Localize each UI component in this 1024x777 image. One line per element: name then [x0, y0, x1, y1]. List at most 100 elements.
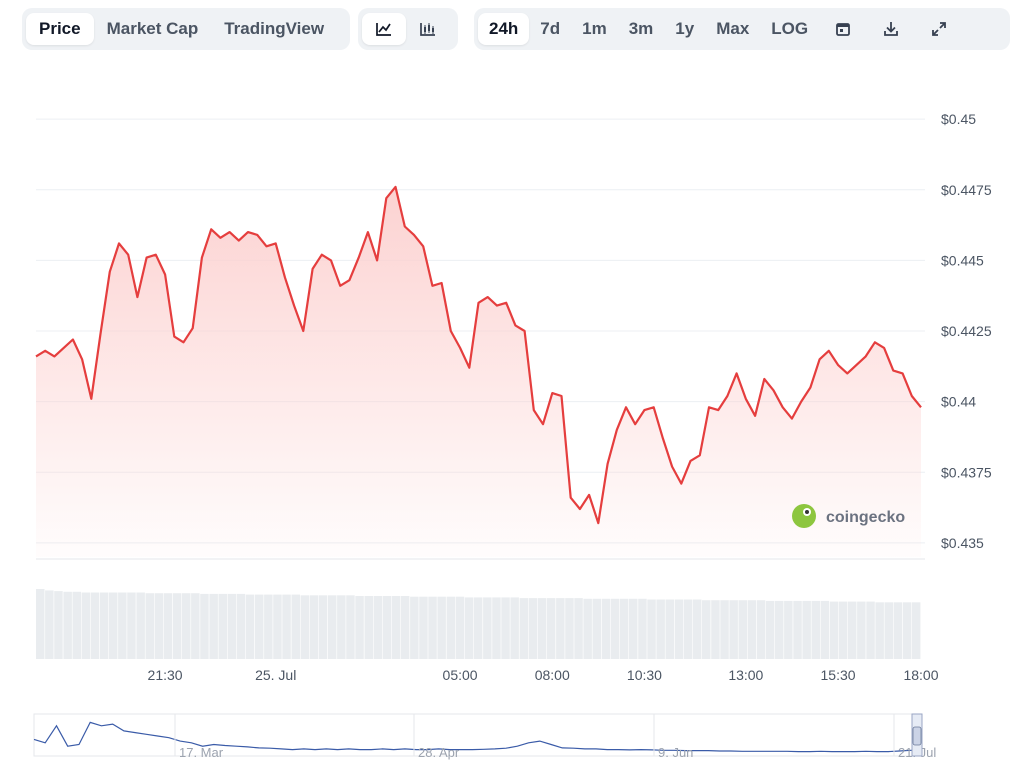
range-1m[interactable]: 1m	[582, 19, 607, 38]
price-area	[36, 186, 921, 557]
volume-bar	[373, 596, 383, 659]
volume-bar	[273, 594, 282, 659]
download-icon	[884, 22, 899, 36]
calendar-button[interactable]	[819, 13, 867, 45]
x-tick-label: 13:00	[728, 667, 763, 683]
volume-bar	[264, 594, 273, 659]
volume-bar	[145, 593, 154, 659]
volume-bar	[647, 599, 656, 659]
volume-bar	[720, 600, 729, 659]
volume-bar	[556, 598, 565, 659]
chart-type-switcher	[358, 8, 458, 50]
volume-bar	[136, 592, 145, 659]
volume-bar	[63, 591, 72, 659]
volume-bar	[911, 602, 921, 659]
volume-bar	[501, 597, 510, 659]
expand-icon	[932, 22, 947, 36]
calendar-icon	[836, 23, 851, 36]
volume-bar	[227, 593, 237, 659]
y-tick-label: $0.44	[941, 394, 976, 410]
volume-bar	[255, 594, 264, 659]
volume-bar	[838, 601, 848, 659]
range-24h[interactable]: 24h	[478, 13, 530, 45]
range-log[interactable]: LOG	[771, 19, 809, 38]
gecko-logo-icon	[792, 504, 816, 528]
expand-button[interactable]	[915, 13, 963, 45]
volume-bar	[72, 591, 81, 659]
volume-bar	[519, 598, 529, 659]
volume-bar	[546, 598, 556, 659]
candlestick-chart-icon	[420, 23, 435, 36]
coingecko-watermark: coingecko	[792, 504, 905, 528]
volume-bar	[592, 598, 601, 659]
volume-bar	[483, 597, 492, 659]
volume-bar	[90, 592, 100, 659]
range-max[interactable]: Max	[716, 19, 750, 38]
x-tick-label: 25. Jul	[255, 667, 296, 683]
tab-tradingview[interactable]: TradingView	[224, 19, 325, 38]
navigator-label: 17. Mar	[179, 745, 224, 760]
volume-bar	[638, 598, 647, 659]
volume-bar	[318, 595, 328, 659]
volume-bar	[182, 593, 191, 659]
volume-bar	[382, 596, 392, 659]
volume-bar	[99, 592, 109, 659]
volume-bar	[829, 601, 839, 659]
range-7d[interactable]: 7d	[540, 19, 561, 38]
range-1y[interactable]: 1y	[675, 19, 695, 38]
volume-bar	[309, 595, 319, 659]
tab-price[interactable]: Price	[26, 13, 94, 45]
volume-bar	[775, 600, 784, 659]
chart-toolbar: Price Market Cap TradingView 24h 7d 1m 3m 1y Ma…	[22, 8, 1010, 50]
volume-bar	[848, 601, 857, 659]
volume-bar	[784, 600, 793, 659]
volume-bar	[711, 600, 720, 659]
time-range-tabs: 24h 7d 1m 3m 1y Max LOG	[474, 8, 1010, 50]
volume-bar	[419, 596, 428, 659]
line-chart-button[interactable]	[362, 13, 406, 45]
y-tick-label: $0.4375	[941, 464, 992, 480]
navigator-label: 9. Jun	[658, 745, 693, 760]
volume-bar	[583, 598, 592, 659]
volume-bar	[610, 598, 620, 659]
volume-bar	[282, 594, 291, 659]
volume-bar	[729, 600, 738, 659]
volume-bar	[455, 596, 465, 659]
volume-bar	[574, 598, 583, 659]
x-tick-label: 21:30	[148, 667, 183, 683]
volume-bar	[866, 601, 875, 659]
volume-bar	[702, 600, 711, 659]
navigator-grip[interactable]	[912, 726, 922, 746]
volume-bar	[191, 593, 200, 659]
price-line[interactable]	[35, 185, 922, 525]
volume-bar	[163, 593, 173, 659]
volume-bar	[209, 593, 218, 659]
volume-bar	[692, 599, 702, 659]
volume-bar	[346, 595, 355, 659]
volume-bar	[464, 597, 474, 659]
range-3m[interactable]: 3m	[628, 19, 654, 38]
volume-bar	[820, 600, 830, 659]
volume-bar	[793, 600, 802, 659]
x-tick-label: 05:00	[443, 667, 478, 683]
candlestick-chart-button[interactable]	[406, 13, 450, 45]
volume-bar	[619, 598, 629, 659]
volume-bar	[236, 593, 246, 659]
volume-bar	[601, 598, 611, 659]
volume-bar	[875, 602, 884, 659]
volume-bar	[492, 597, 501, 659]
volume-bar	[665, 599, 674, 659]
y-tick-label: $0.4425	[941, 323, 992, 339]
volume-bar	[172, 593, 182, 659]
navigator-line	[33, 721, 922, 753]
tab-market-cap[interactable]: Market Cap	[106, 19, 199, 38]
volume-bar	[629, 598, 638, 659]
download-button[interactable]	[867, 13, 915, 45]
volume-bar	[437, 596, 446, 659]
volume-bar	[337, 595, 346, 659]
volume-bar	[245, 594, 255, 659]
volume-bar	[446, 596, 456, 659]
volume-bar	[857, 601, 866, 659]
volume-bar	[300, 595, 310, 659]
